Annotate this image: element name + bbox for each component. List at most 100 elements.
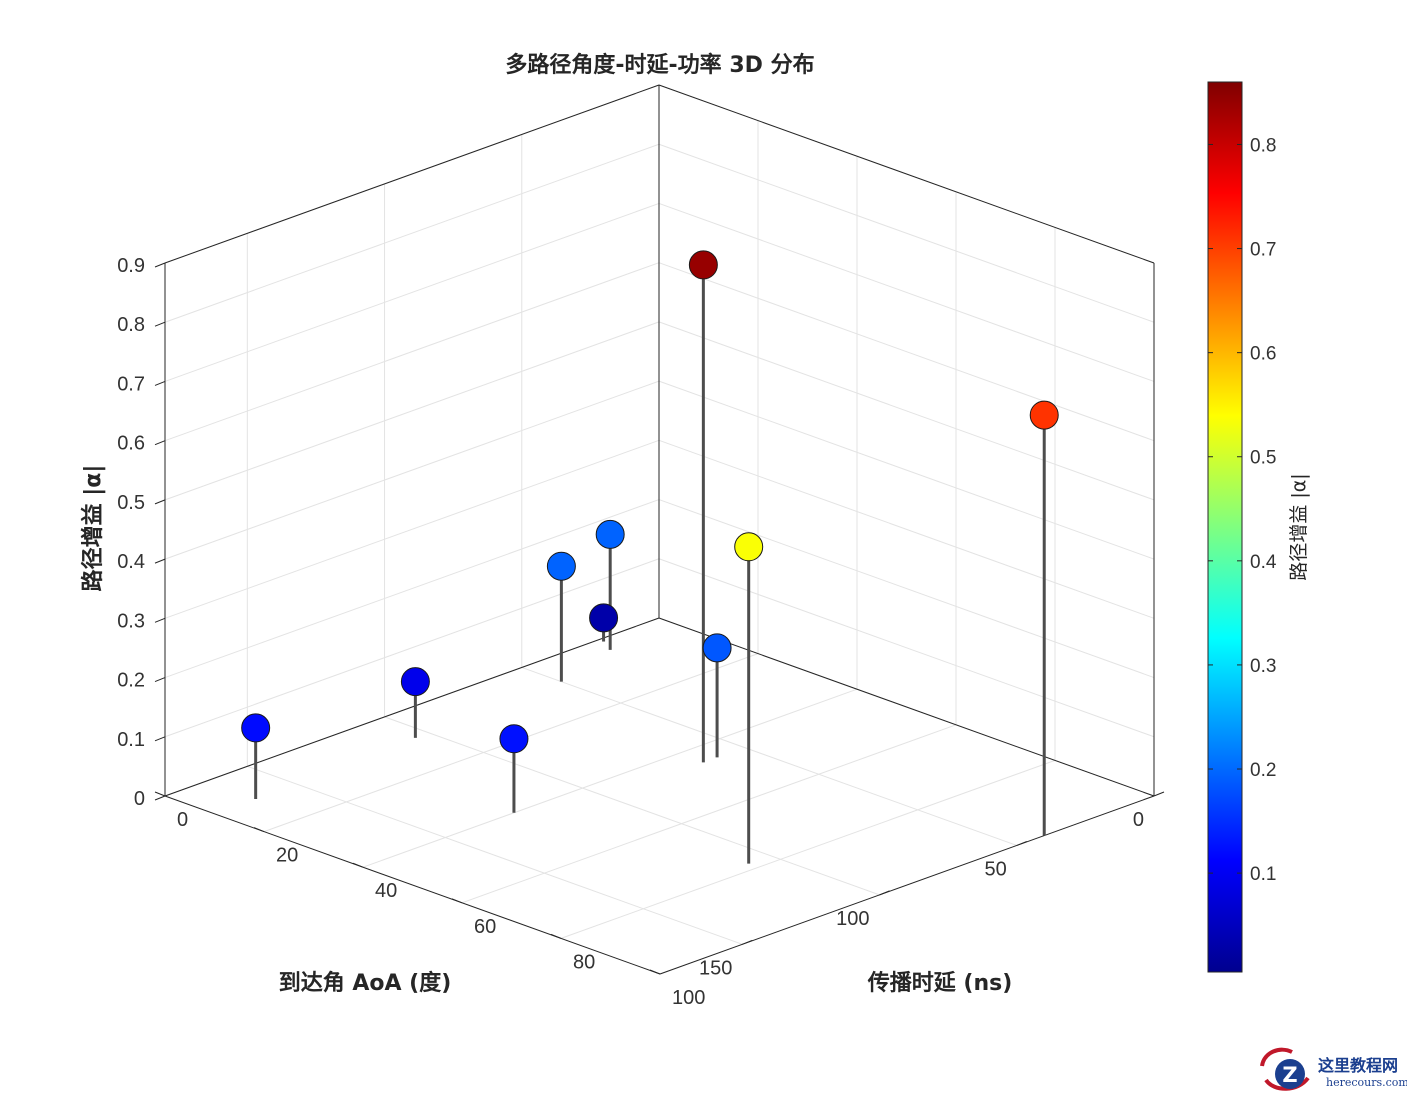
colorbar-tick-label: 0.4 [1250, 552, 1277, 573]
colorbar-tick-label: 0.5 [1250, 448, 1276, 469]
x-tick-mark [352, 862, 364, 868]
z-tick-mark [154, 380, 166, 386]
data-point [595, 519, 625, 549]
grid-wall-z [658, 439, 1155, 619]
z-tick-label: 0.2 [117, 670, 145, 692]
colorbar: 0.1 0.2 0.3 0.4 0.5 0.6 0.7 0.8 路径增益 |α| [1207, 81, 1310, 973]
y-tick-mark [1016, 840, 1027, 846]
z-tick-label: 0.5 [117, 492, 145, 514]
z-tick-mark [154, 558, 166, 564]
grid-floor-y [521, 666, 1017, 846]
z-tick-mark [154, 440, 166, 446]
y-tick-mark [742, 939, 753, 945]
grid-wall-z [658, 380, 1155, 560]
z-tick-label: 0.1 [117, 729, 145, 751]
data-point [688, 250, 718, 280]
grid-floor-x [362, 688, 858, 868]
data-point [546, 551, 576, 581]
tick-labels: 0 20 40 60 80 100 0 50 100 150 0 0.1 0.2 0.3 0.4 0.5 0.6… [117, 255, 1165, 1009]
grid-wall-z [658, 202, 1155, 382]
y-tick-label: 0 [1133, 809, 1144, 831]
x-tick-mark [253, 827, 265, 833]
z-tick-mark [154, 795, 166, 801]
z-tick-mark [154, 321, 166, 327]
colorbar-gradient [1207, 81, 1243, 973]
z-tick-label: 0 [134, 788, 145, 810]
grid-wall-z [658, 321, 1155, 501]
z-tick-label: 0.7 [117, 373, 145, 395]
colorbar-tick-label: 0.1 [1250, 864, 1276, 885]
grid-wall-z [164, 499, 660, 679]
x-tick-label: 60 [474, 916, 496, 938]
grid-floor-x [461, 724, 957, 904]
grid-wall-z [658, 558, 1155, 738]
chart-title: 多路径角度-时延-功率 3D 分布 [505, 52, 814, 78]
grid-wall-z [164, 202, 660, 382]
grid-floor-y [247, 765, 743, 945]
grid-wall-z [658, 262, 1155, 442]
grid-wall-z [164, 380, 660, 560]
x-tick-mark [154, 791, 166, 797]
x-tick-label: 80 [573, 951, 595, 973]
points-layer [241, 250, 1059, 754]
z-tick-mark [154, 617, 166, 623]
data-point [734, 532, 764, 562]
axes-edge [164, 795, 661, 975]
x-tick-label: 40 [375, 880, 397, 902]
axes-edge [658, 84, 1155, 264]
data-point [702, 633, 732, 663]
z-tick-mark [154, 262, 166, 268]
z-tick-label: 0.6 [117, 433, 145, 455]
data-point [400, 667, 430, 697]
grid-wall-z [164, 262, 660, 442]
axes-edge [164, 84, 660, 264]
grid-wall-z [164, 558, 660, 738]
grid-wall-z [164, 439, 660, 619]
grid-floor-y [384, 716, 880, 896]
colorbar-tick-label: 0.8 [1250, 135, 1276, 156]
data-point [589, 603, 619, 633]
axes-box [164, 84, 1155, 975]
x-tick-mark [451, 898, 463, 904]
grid-floor-x [560, 759, 1056, 939]
z-tick-mark [154, 677, 166, 683]
z-tick-label: 0.8 [117, 314, 145, 336]
watermark: Z 这里教程网 herecours.com [1260, 1047, 1407, 1091]
z-tick-label: 0.3 [117, 610, 145, 632]
grid-wall-z [164, 143, 660, 323]
colorbar-tick-label: 0.6 [1250, 344, 1276, 365]
colorbar-tick-label: 0.3 [1250, 656, 1276, 677]
grid-wall-z [164, 321, 660, 501]
x-tick-mark [649, 969, 661, 975]
colorbar-tick-label: 0.2 [1250, 760, 1276, 781]
watermark-logo: Z [1260, 1047, 1310, 1091]
watermark-url: herecours.com [1326, 1076, 1407, 1089]
z-axis-label: 路径增益 |α| [80, 465, 106, 592]
z-tick-label: 0.4 [117, 551, 145, 573]
axes-edge [164, 617, 660, 797]
x-tick-label: 0 [177, 809, 188, 831]
z-tick-mark [154, 736, 166, 742]
x-tick-label: 20 [276, 845, 298, 867]
z-tick-mark [154, 499, 166, 505]
axes-edge [658, 617, 1155, 797]
y-tick-mark [879, 890, 890, 896]
y-tick-mark [1153, 791, 1165, 797]
x-tick-mark [550, 933, 562, 939]
colorbar-label: 路径增益 |α| [1288, 473, 1310, 580]
y-tick-label: 100 [836, 908, 869, 930]
colorbar-tick-label: 0.7 [1250, 240, 1276, 261]
watermark-name: 这里教程网 [1318, 1056, 1398, 1075]
x-axis-label: 传播时延 (ns) [867, 971, 1013, 996]
z-tick-label: 0.9 [117, 255, 145, 277]
grid-wall-z [658, 143, 1155, 323]
colorbar-ticks: 0.1 0.2 0.3 0.4 0.5 0.6 0.7 0.8 [1208, 135, 1277, 885]
x-tick-label: 100 [672, 987, 705, 1009]
data-point [241, 713, 271, 743]
data-point [1029, 400, 1059, 430]
axes-edge [659, 795, 1155, 975]
stems-layer [254, 264, 1046, 864]
grid-wall-z [658, 499, 1155, 679]
y-axis-label: 到达角 AoA (度) [279, 970, 452, 996]
